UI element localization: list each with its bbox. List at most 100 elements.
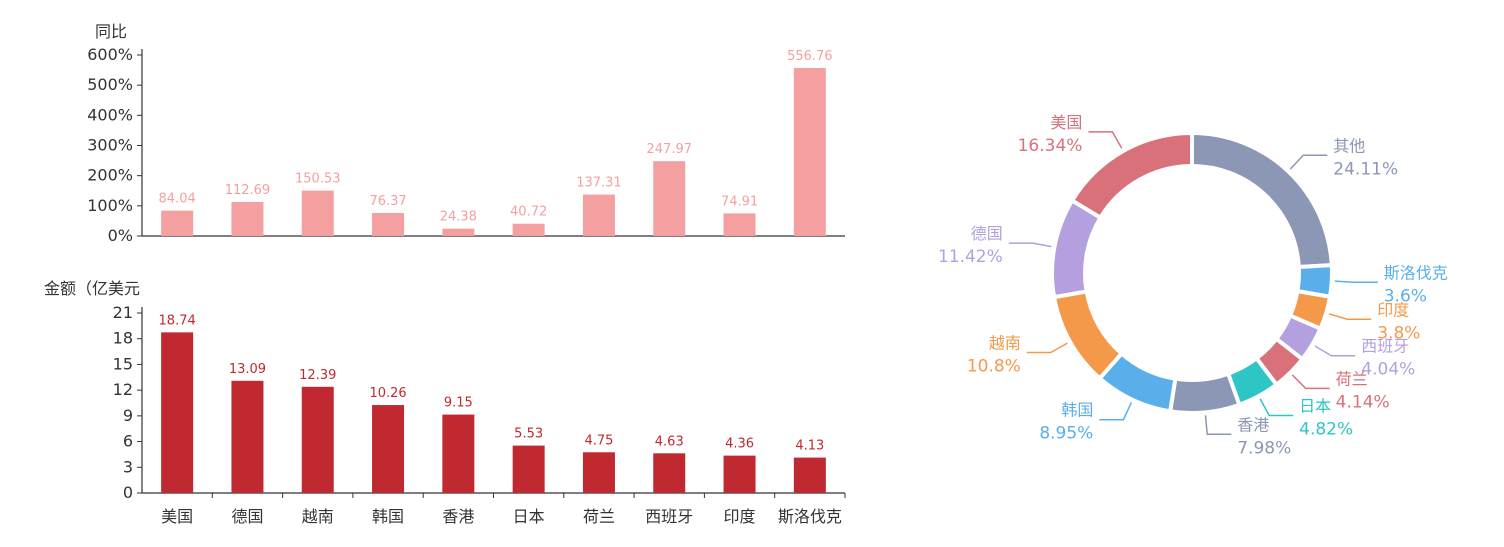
bar <box>301 190 334 236</box>
slice-percent-label: 10.8% <box>967 356 1021 376</box>
donut-slice <box>1168 371 1242 415</box>
leader-line <box>1289 154 1328 170</box>
share-donut-chart: 其他 24.11% 斯洛伐克 3.6%印度 3.8%西班牙 4.04%荷兰 4.14% 日本 4… <box>938 113 1448 458</box>
bar <box>161 210 194 236</box>
bar-value-label: 247.97 <box>647 142 693 157</box>
bar <box>231 202 264 236</box>
slice-percent-label: 4.14% <box>1336 392 1390 412</box>
leader-line <box>1291 374 1330 390</box>
leader-line <box>1204 415 1232 436</box>
bar-value-label: 10.26 <box>369 386 406 401</box>
bar-value-label: 4.36 <box>725 437 754 452</box>
bar-value-label: 137.31 <box>576 176 622 191</box>
bar-value-label: 13.09 <box>229 362 266 377</box>
slice-name-label: 其他 <box>1333 136 1365 155</box>
bar-value-label: 4.75 <box>584 433 613 448</box>
slice-name-label: 印度 <box>1377 300 1409 319</box>
bar <box>442 228 475 236</box>
y-tick-label: 600% <box>87 45 133 64</box>
donut-slice <box>1190 131 1334 270</box>
bar-value-label: 74.91 <box>721 194 758 209</box>
slice-percent-label: 11.42% <box>938 247 1003 267</box>
bar <box>442 414 475 493</box>
y-tick-label: 6 <box>123 432 133 451</box>
x-category-label: 荷兰 <box>583 507 615 526</box>
leader-line <box>1099 402 1133 421</box>
slice-name-label: 日本 <box>1299 396 1331 415</box>
slice-percent-label: 3.6% <box>1384 286 1427 306</box>
bar <box>512 445 545 493</box>
bar <box>723 455 756 493</box>
y-tick-label: 400% <box>87 105 133 124</box>
bar <box>161 332 194 493</box>
y-tick-label: 300% <box>87 136 133 155</box>
donut-slice <box>1070 131 1194 220</box>
bar <box>512 223 545 236</box>
y-tick-label: 12 <box>113 380 133 399</box>
slice-percent-label: 3.8% <box>1377 323 1420 343</box>
x-category-label: 西班牙 <box>645 507 693 526</box>
slice-name-label: 荷兰 <box>1336 369 1368 388</box>
bar <box>582 194 615 236</box>
bar-value-label: 112.69 <box>225 183 271 198</box>
x-category-label: 美国 <box>161 507 193 526</box>
slice-name-label: 越南 <box>989 333 1021 352</box>
bar-value-label: 76.37 <box>369 194 406 209</box>
y-tick-label: 9 <box>123 406 133 425</box>
bar-value-label: 556.76 <box>787 49 833 64</box>
slice-name-label: 美国 <box>1050 113 1082 132</box>
slice-percent-label: 16.34% <box>1018 136 1083 156</box>
bar-value-label: 9.15 <box>444 396 473 411</box>
slice-percent-label: 24.11% <box>1333 159 1398 179</box>
bar <box>653 453 686 493</box>
bar <box>582 452 615 493</box>
leader-line <box>1314 345 1356 357</box>
bar <box>301 386 334 493</box>
slice-name-label: 韩国 <box>1061 401 1093 420</box>
y-tick-label: 0 <box>123 483 133 502</box>
bar <box>231 380 264 493</box>
leader-line <box>1334 280 1378 284</box>
bar-value-label: 40.72 <box>510 205 547 220</box>
leader-line <box>1008 242 1052 248</box>
y-tick-label: 15 <box>113 354 133 373</box>
bar-value-label: 4.13 <box>795 439 824 454</box>
slice-name-label: 斯洛伐克 <box>1384 263 1448 282</box>
bar-value-label: 5.53 <box>514 427 543 442</box>
leader-line <box>1088 131 1123 149</box>
x-category-label: 斯洛伐克 <box>778 507 842 526</box>
x-category-label: 越南 <box>302 507 334 526</box>
slice-percent-label: 4.82% <box>1299 419 1353 439</box>
bar-value-label: 150.53 <box>295 172 341 187</box>
bar-value-label: 4.63 <box>655 434 684 449</box>
y-tick-label: 21 <box>113 303 133 322</box>
x-category-label: 香港 <box>442 507 474 526</box>
y-tick-label: 0% <box>108 226 133 245</box>
donut-slice <box>1052 289 1124 381</box>
bar-value-label: 24.38 <box>440 210 477 225</box>
slice-name-label: 德国 <box>971 224 1003 243</box>
x-category-label: 印度 <box>724 507 756 526</box>
y-tick-label: 200% <box>87 166 133 185</box>
bar-value-label: 12.39 <box>299 368 336 383</box>
bar <box>372 212 405 236</box>
yoy-bar-chart: 0% 100% 200% 300% 400% 500% 600% 同比 84.04 112.69 1… <box>87 22 845 245</box>
slice-percent-label: 8.95% <box>1039 424 1093 444</box>
leader-line <box>1259 398 1294 417</box>
bar <box>372 405 405 493</box>
leader-line <box>1026 342 1068 354</box>
y-axis-title: 金额（亿美元 <box>44 279 140 298</box>
bar <box>723 213 756 236</box>
bar <box>793 68 826 236</box>
leader-line <box>1328 313 1372 321</box>
bar-value-label: 84.04 <box>159 192 196 207</box>
x-category-label: 韩国 <box>372 507 404 526</box>
y-tick-label: 100% <box>87 196 133 215</box>
bar-value-label: 18.74 <box>159 313 196 328</box>
y-tick-label: 18 <box>113 329 133 348</box>
x-category-label: 日本 <box>513 507 545 526</box>
amount-bar-chart: 0 3 6 9 12 15 18 21 金额（亿美元 18.74 美国 13.09 德国 12.39 越南 1… <box>44 279 846 526</box>
y-tick-label: 500% <box>87 75 133 94</box>
slice-name-label: 香港 <box>1237 415 1269 434</box>
